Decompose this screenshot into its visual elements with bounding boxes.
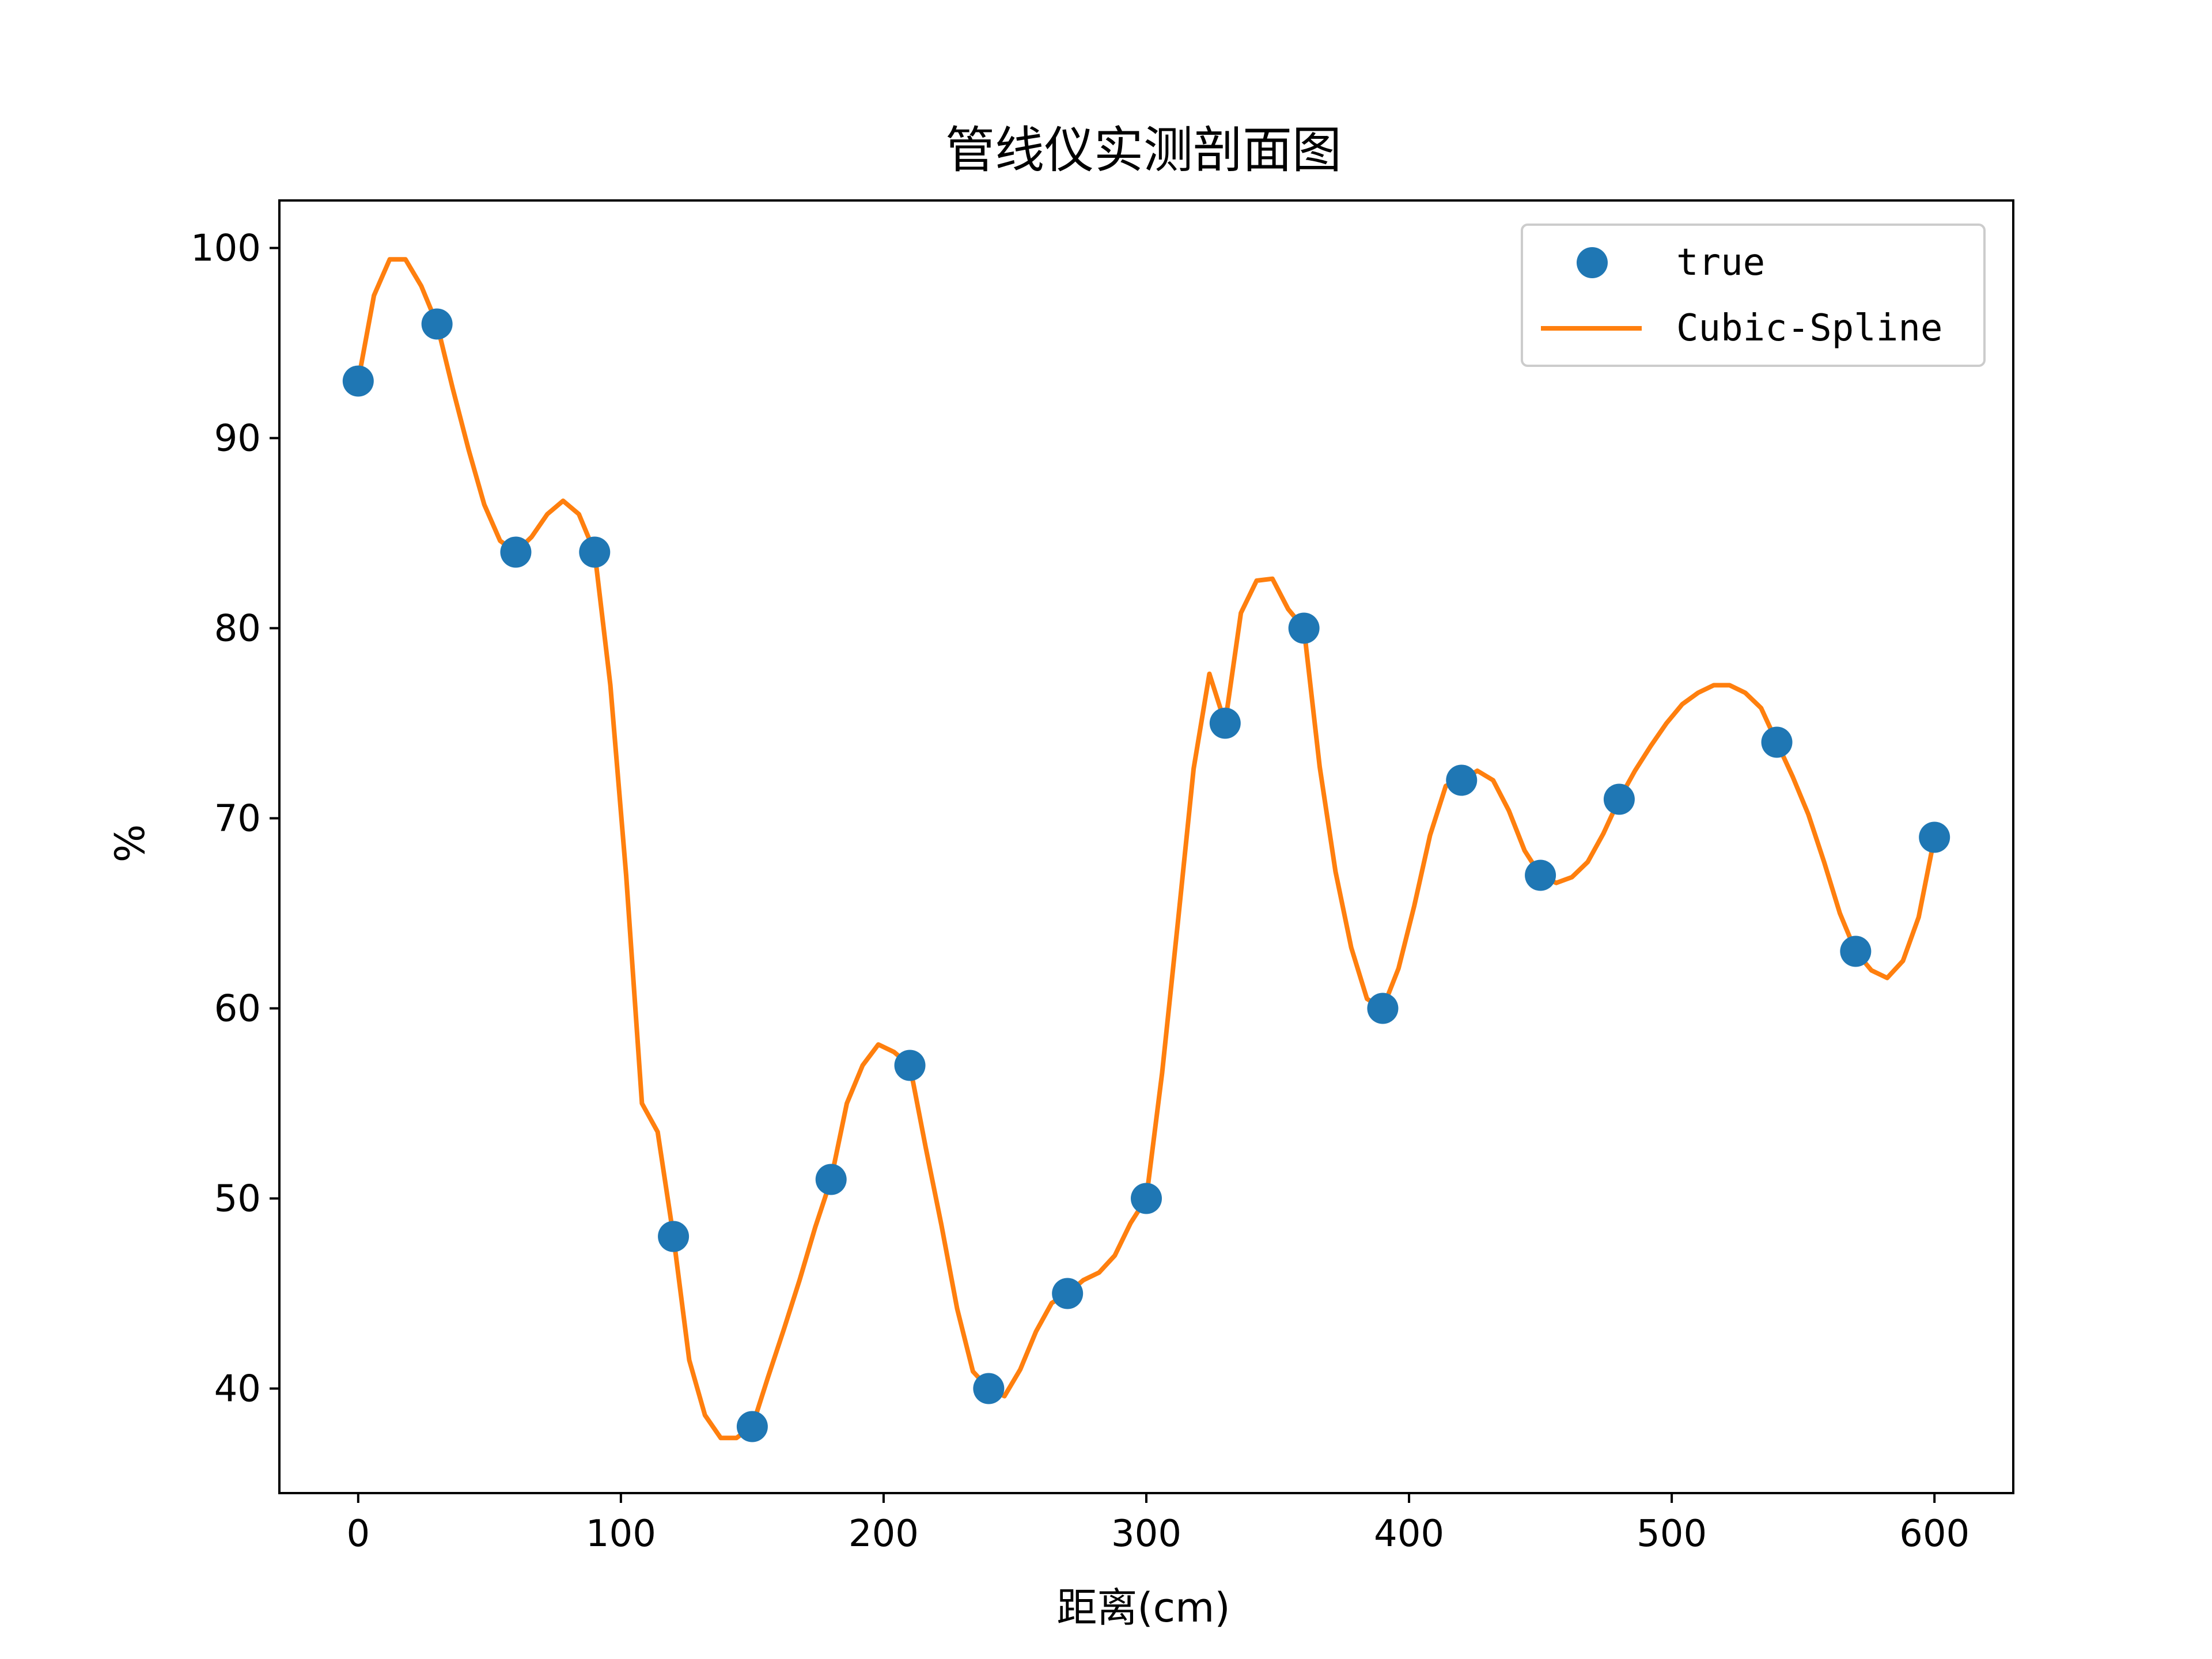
x-tick-label: 200 — [849, 1513, 919, 1555]
data-point — [1288, 612, 1320, 644]
plot-frame — [278, 199, 2014, 1494]
y-tick-label: 40 — [214, 1368, 261, 1411]
x-axis-label: 距离(cm) — [1056, 1584, 1230, 1631]
legend-label-true: true — [1676, 241, 1765, 284]
data-point — [736, 1411, 768, 1442]
spline-line — [355, 257, 1937, 1441]
data-point — [1446, 764, 1478, 796]
chart-title: 管线仪实测剖面图 — [945, 122, 1342, 179]
y-tick-label: 60 — [214, 988, 261, 1031]
data-point — [658, 1221, 690, 1252]
x-tick-label: 0 — [346, 1513, 370, 1555]
legend: true Cubic-Spline — [1521, 224, 1986, 367]
y-tick-label: 70 — [214, 798, 261, 840]
data-point — [500, 536, 532, 568]
x-tick-label: 400 — [1374, 1513, 1444, 1555]
data-point — [1131, 1183, 1162, 1214]
data-point — [1367, 993, 1399, 1024]
y-axis-label: % — [107, 824, 154, 863]
data-point — [579, 536, 611, 568]
x-axis: 0 100 200 300 400 500 600 — [346, 1493, 1969, 1555]
plot-area — [278, 199, 2014, 1494]
x-tick-label: 600 — [1899, 1513, 1969, 1555]
data-point — [973, 1373, 1005, 1404]
y-axis: 40 50 60 70 80 90 100 — [191, 228, 279, 1411]
y-tick-label: 100 — [191, 228, 261, 270]
data-point — [1919, 821, 1950, 853]
legend-marker-true — [1577, 247, 1608, 278]
data-point — [1525, 859, 1556, 891]
data-point — [1209, 707, 1241, 739]
x-tick-label: 100 — [586, 1513, 656, 1555]
y-tick-label: 80 — [214, 608, 261, 650]
x-tick-label: 500 — [1637, 1513, 1707, 1555]
data-point — [1603, 783, 1635, 815]
y-tick-label: 90 — [214, 418, 261, 460]
data-point — [1840, 935, 1872, 967]
data-point — [342, 365, 374, 397]
x-tick-label: 300 — [1111, 1513, 1181, 1555]
data-point — [815, 1164, 847, 1195]
legend-label-spline: Cubic-Spline — [1676, 307, 1942, 350]
data-point — [421, 308, 453, 340]
data-point — [1761, 726, 1793, 758]
data-point — [1052, 1278, 1084, 1309]
data-point — [894, 1050, 926, 1081]
y-tick-label: 50 — [214, 1178, 261, 1221]
